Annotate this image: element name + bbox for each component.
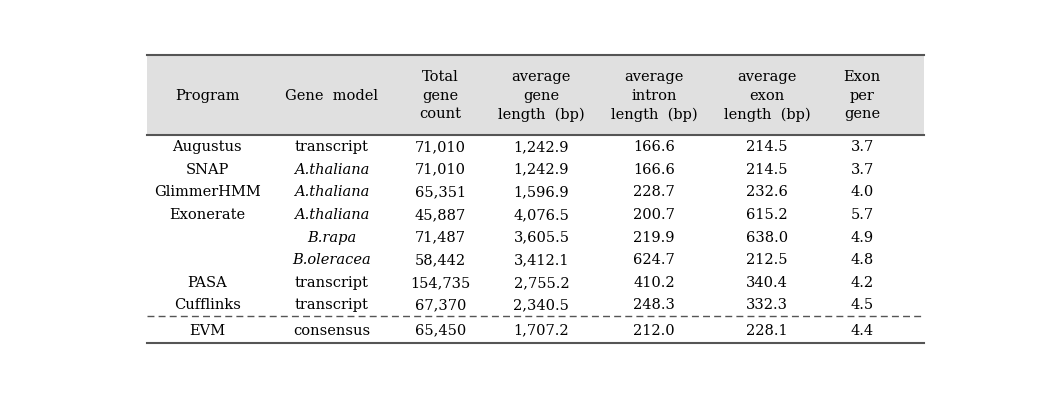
Text: 71,010: 71,010 — [415, 140, 466, 154]
Text: transcript: transcript — [295, 140, 369, 154]
Text: 332.3: 332.3 — [746, 298, 788, 312]
Text: transcript: transcript — [295, 275, 369, 289]
Text: consensus: consensus — [293, 323, 370, 337]
Text: 1,242.9: 1,242.9 — [514, 162, 570, 176]
Text: 212.5: 212.5 — [746, 253, 788, 266]
Text: 214.5: 214.5 — [746, 140, 788, 154]
Text: 3.7: 3.7 — [851, 140, 874, 154]
Text: Gene  model: Gene model — [285, 89, 378, 102]
Text: B.oleracea: B.oleracea — [293, 253, 371, 266]
Text: 154,735: 154,735 — [411, 275, 470, 289]
Text: 71,487: 71,487 — [415, 230, 466, 244]
Text: 340.4: 340.4 — [746, 275, 788, 289]
Text: 638.0: 638.0 — [746, 230, 788, 244]
Text: 228.1: 228.1 — [746, 323, 788, 337]
Text: 4.0: 4.0 — [851, 185, 874, 199]
Text: 3.7: 3.7 — [851, 162, 874, 176]
Text: Program: Program — [175, 89, 239, 102]
Text: 410.2: 410.2 — [633, 275, 675, 289]
Text: 248.3: 248.3 — [633, 298, 675, 312]
Text: Exon
per
gene: Exon per gene — [843, 70, 881, 121]
Text: B.rapa: B.rapa — [307, 230, 356, 244]
Text: SNAP: SNAP — [185, 162, 229, 176]
Text: 4.9: 4.9 — [851, 230, 874, 244]
Text: A.thaliana: A.thaliana — [294, 162, 369, 176]
Text: A.thaliana: A.thaliana — [294, 207, 369, 221]
Text: Cufflinks: Cufflinks — [173, 298, 240, 312]
Text: 71,010: 71,010 — [415, 162, 466, 176]
Text: Exonerate: Exonerate — [169, 207, 246, 221]
Text: 67,370: 67,370 — [415, 298, 466, 312]
Text: 2,755.2: 2,755.2 — [513, 275, 570, 289]
Text: GlimmerHMM: GlimmerHMM — [154, 185, 260, 199]
Text: A.thaliana: A.thaliana — [294, 185, 369, 199]
Text: 166.6: 166.6 — [633, 140, 675, 154]
Text: 4.4: 4.4 — [851, 323, 874, 337]
Text: 166.6: 166.6 — [633, 162, 675, 176]
Text: 5.7: 5.7 — [851, 207, 874, 221]
Text: average
exon
length  (bp): average exon length (bp) — [723, 70, 810, 121]
Text: PASA: PASA — [187, 275, 227, 289]
Text: 3,412.1: 3,412.1 — [514, 253, 570, 266]
Text: 1,596.9: 1,596.9 — [513, 185, 570, 199]
Text: transcript: transcript — [295, 298, 369, 312]
Text: 1,242.9: 1,242.9 — [514, 140, 570, 154]
Text: 212.0: 212.0 — [633, 323, 675, 337]
Bar — [146, 56, 925, 135]
Text: EVM: EVM — [189, 323, 225, 337]
Text: Augustus: Augustus — [172, 140, 241, 154]
Text: 228.7: 228.7 — [633, 185, 675, 199]
Text: 2,340.5: 2,340.5 — [513, 298, 570, 312]
Text: 624.7: 624.7 — [633, 253, 675, 266]
Text: 4,076.5: 4,076.5 — [513, 207, 570, 221]
Text: 4.8: 4.8 — [851, 253, 874, 266]
Text: 1,707.2: 1,707.2 — [513, 323, 570, 337]
Text: 214.5: 214.5 — [746, 162, 788, 176]
Text: 3,605.5: 3,605.5 — [513, 230, 570, 244]
Text: Total
gene
count: Total gene count — [419, 70, 461, 121]
Text: average
gene
length  (bp): average gene length (bp) — [498, 70, 585, 121]
Text: 615.2: 615.2 — [746, 207, 788, 221]
Text: 58,442: 58,442 — [415, 253, 466, 266]
Text: 200.7: 200.7 — [633, 207, 675, 221]
Text: 232.6: 232.6 — [746, 185, 788, 199]
Text: 219.9: 219.9 — [633, 230, 675, 244]
Text: 4.2: 4.2 — [851, 275, 874, 289]
Text: average
intron
length  (bp): average intron length (bp) — [611, 70, 697, 121]
Text: 65,351: 65,351 — [415, 185, 466, 199]
Text: 4.5: 4.5 — [851, 298, 874, 312]
Text: 65,450: 65,450 — [415, 323, 466, 337]
Text: 45,887: 45,887 — [415, 207, 466, 221]
